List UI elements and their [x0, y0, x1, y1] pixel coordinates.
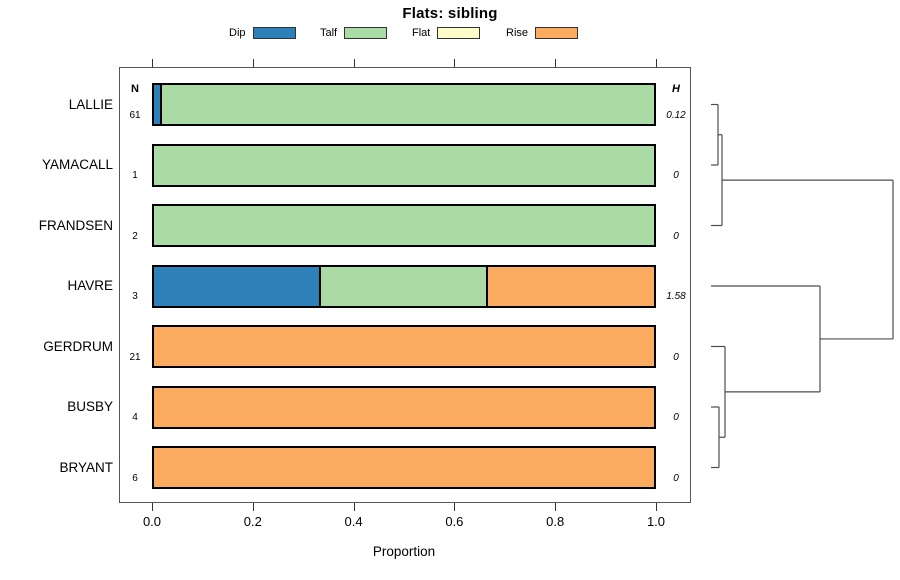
- row-label-yamacall: YAMACALL: [41, 157, 113, 172]
- legend-swatch-rise: [535, 27, 579, 39]
- x-tick-label-1: 0.2: [243, 514, 262, 529]
- row-label-frandsen: FRANDSEN: [38, 217, 113, 233]
- x-tick-label-4: 0.8: [546, 514, 565, 529]
- n-column-header: N: [131, 83, 139, 95]
- bar-segment-havre-dip: [154, 266, 321, 306]
- bar-lallie: [152, 83, 656, 126]
- x-tick-label-3: 0.6: [445, 514, 464, 529]
- h-value-havre: 1.58: [666, 291, 686, 302]
- x-tick-label-5: 1.0: [646, 514, 666, 529]
- x-tick-bottom-5: [656, 503, 657, 511]
- plot-frame: [119, 67, 691, 503]
- x-tick-bottom-4: [555, 503, 557, 511]
- x-axis-title: Proportion: [372, 544, 436, 559]
- bar-segment-bryant-rise: [154, 448, 654, 487]
- bar-segment-lallie-dip: [154, 85, 162, 124]
- row-label-bryant: BRYANT: [59, 459, 113, 475]
- row-label-gerdrum: GERDRUM: [43, 338, 113, 354]
- bar-segment-yamacall-talf: [154, 145, 654, 185]
- x-tick-bottom-2: [353, 503, 355, 511]
- x-tick-top-5: [656, 59, 657, 67]
- h-value-busby: 0: [673, 412, 679, 423]
- x-tick-top-1: [252, 59, 254, 67]
- x-tick-top-2: [353, 59, 355, 67]
- legend-label-dip: Dip: [229, 27, 246, 39]
- legend-item-rise: Rise: [506, 26, 579, 40]
- n-value-busby: 4: [132, 412, 138, 423]
- bar-segment-frandsen-talf: [154, 206, 654, 245]
- x-tick-bottom-3: [454, 503, 456, 511]
- h-value-lallie: 0.12: [666, 109, 686, 121]
- bar-busby: [152, 385, 656, 429]
- x-tick-label-2: 0.4: [344, 514, 363, 529]
- row-label-lallie: LALLIE: [68, 96, 113, 112]
- legend-swatch-dip: [252, 27, 296, 39]
- n-value-yamacall: 1: [132, 170, 138, 181]
- n-value-havre: 3: [132, 291, 138, 302]
- n-value-bryant: 6: [132, 472, 138, 484]
- bar-havre: [152, 264, 656, 308]
- h-value-frandsen: 0: [673, 230, 679, 242]
- legend-swatch-talf: [344, 27, 388, 39]
- x-tick-top-0: [152, 59, 153, 67]
- bar-segment-havre-talf: [320, 266, 488, 306]
- legend-item-flat: Flat: [412, 26, 481, 40]
- row-label-busby: BUSBY: [67, 399, 113, 414]
- bar-bryant: [152, 446, 656, 489]
- legend-item-dip: Dip: [229, 26, 296, 40]
- legend-item-talf: Talf: [320, 26, 388, 40]
- legend-swatch-flat: [437, 27, 481, 39]
- x-tick-bottom-1: [252, 503, 254, 511]
- legend-label-rise: Rise: [506, 27, 529, 39]
- bar-segment-havre-rise: [487, 266, 654, 306]
- x-tick-label-0: 0.0: [142, 514, 162, 529]
- x-tick-bottom-0: [152, 503, 153, 511]
- n-value-lallie: 61: [129, 109, 141, 121]
- n-value-frandsen: 2: [132, 230, 138, 242]
- h-column-header: H: [672, 83, 680, 95]
- x-tick-top-3: [454, 59, 456, 67]
- n-value-gerdrum: 21: [129, 351, 141, 363]
- h-value-gerdrum: 0: [673, 351, 679, 363]
- bar-segment-gerdrum-rise: [154, 327, 654, 366]
- bar-yamacall: [152, 143, 656, 187]
- bar-segment-lallie-talf: [162, 85, 654, 124]
- h-value-yamacall: 0: [673, 170, 679, 181]
- bar-frandsen: [152, 204, 656, 247]
- bar-gerdrum: [152, 325, 656, 368]
- row-label-havre: HAVRE: [67, 278, 113, 293]
- chart-title: Flats: sibling: [402, 5, 498, 22]
- h-value-bryant: 0: [673, 472, 679, 484]
- legend-label-talf: Talf: [320, 27, 338, 39]
- bar-segment-busby-rise: [154, 387, 654, 427]
- x-tick-top-4: [555, 59, 557, 67]
- legend-label-flat: Flat: [412, 27, 431, 39]
